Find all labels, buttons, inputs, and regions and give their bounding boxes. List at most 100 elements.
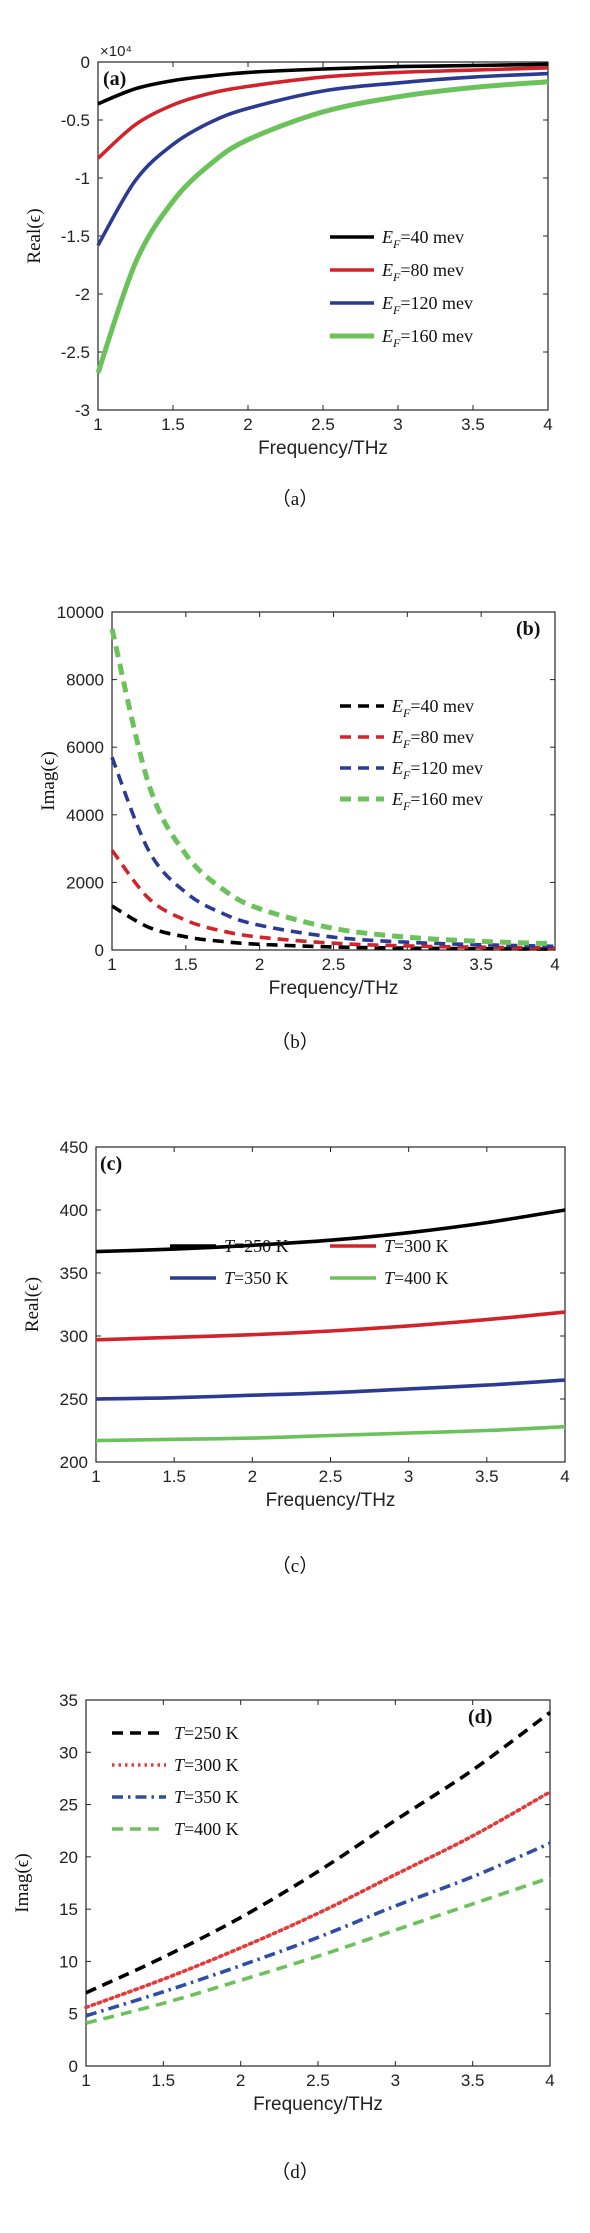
series-line-350k <box>95 1378 566 1401</box>
x-axis-label: Frequency/THz <box>269 978 399 999</box>
legend-symbol: E <box>381 326 393 346</box>
figure-caption: （b） <box>271 1031 319 1053</box>
x-tick-label: 1 <box>81 2071 90 2090</box>
legend-value: =400 K <box>394 1268 449 1288</box>
legend-label: T=300 K <box>174 1755 239 1775</box>
legend-subscript: F <box>402 768 411 782</box>
plot-frame <box>111 611 556 951</box>
x-axis-label: Frequency/THz <box>258 438 388 459</box>
y-tick-label: 4000 <box>66 806 104 825</box>
legend-label: EF=160 mev <box>381 326 473 350</box>
y-tick-label: -1.5 <box>61 227 90 246</box>
y-tick-label: -2 <box>75 285 90 304</box>
legend-label: T=350 K <box>224 1268 289 1288</box>
legend-value: =80 mev <box>400 260 464 280</box>
legend-label: EF=40 mev <box>381 227 464 251</box>
panel-label: (d) <box>468 1706 492 1728</box>
legend-label: EF=80 mev <box>381 260 464 284</box>
x-tick-label: 3 <box>403 955 412 974</box>
y-axis-label: Real(ϵ) <box>22 1277 43 1332</box>
y-tick-label: -0.5 <box>61 111 90 130</box>
legend-value: =250 K <box>234 1236 289 1256</box>
y-tick-label: 300 <box>60 1327 88 1346</box>
y-tick-label: 0 <box>81 53 90 72</box>
x-tick-label: 2 <box>255 955 264 974</box>
y-tick-label: 8000 <box>66 671 104 690</box>
legend-label: EF=160 mev <box>391 789 483 813</box>
x-tick-label: 1.5 <box>161 415 185 434</box>
series-line-400k <box>85 1876 551 2025</box>
x-tick-label: 2 <box>243 415 252 434</box>
series-line-250k <box>95 1208 566 1254</box>
plot-frame <box>95 1146 566 1463</box>
legend-value: =250 K <box>184 1723 239 1743</box>
y-axis-label: Real(ϵ) <box>24 208 45 263</box>
y-tick-label: 30 <box>59 1743 78 1762</box>
legend-symbol: E <box>391 727 403 747</box>
exponent-label: ×10⁴ <box>100 43 132 60</box>
legend-label: T=300 K <box>384 1236 449 1256</box>
plot-frame <box>97 61 549 411</box>
legend-subscript: F <box>392 270 401 284</box>
legend-value: =160 mev <box>400 326 473 346</box>
y-tick-label: 0 <box>69 2057 78 2076</box>
y-tick-label: 20 <box>59 1848 78 1867</box>
x-tick-label: 3 <box>391 2071 400 2090</box>
x-tick-label: 3 <box>393 415 402 434</box>
y-tick-label: -1 <box>75 169 90 188</box>
legend-subscript: F <box>402 706 411 720</box>
x-tick-label: 2.5 <box>306 2071 330 2090</box>
legend-symbol: E <box>381 260 393 280</box>
x-tick-label: 1.5 <box>152 2071 176 2090</box>
legend-value: =300 K <box>394 1236 449 1256</box>
series-line-160mev <box>109 628 556 947</box>
x-tick-label: 2 <box>236 2071 245 2090</box>
y-tick-label: 25 <box>59 1796 78 1815</box>
legend-symbol: T <box>384 1236 396 1256</box>
x-axis-label: Frequency/THz <box>266 1490 396 1511</box>
x-tick-label: 4 <box>545 2071 554 2090</box>
x-tick-label: 1.5 <box>162 1467 186 1486</box>
x-tick-label: 3.5 <box>469 955 493 974</box>
y-axis-label: Imag(ϵ) <box>38 751 59 810</box>
series-line-120mev <box>110 756 556 949</box>
figure-caption: （d） <box>271 2161 319 2183</box>
x-axis-label: Frequency/THz <box>253 2094 383 2115</box>
legend-subscript: F <box>392 237 401 251</box>
legend-symbol: E <box>391 696 403 716</box>
y-tick-label: 10000 <box>57 603 104 622</box>
legend-value: =40 mev <box>410 696 474 716</box>
legend-subscript: F <box>392 303 401 317</box>
chart-panel-a: 1 1.5 2 2.5 3 3.5 4 -3 -2.5 -2 -1.5 -1 -0.5 0 ×10⁴ Freq… <box>24 43 553 510</box>
legend-symbol: T <box>224 1268 236 1288</box>
y-tick-label: 250 <box>60 1390 88 1409</box>
y-tick-label: 6000 <box>66 738 104 757</box>
legend-symbol: T <box>174 1755 186 1775</box>
legend-symbol: T <box>224 1236 236 1256</box>
legend-value: =400 K <box>184 1819 239 1839</box>
legend-label: EF=80 mev <box>391 727 474 751</box>
x-tick-label: 4 <box>543 415 552 434</box>
x-tick-label: 1 <box>91 1467 100 1486</box>
series-line-160mev <box>95 79 549 374</box>
legend-symbol: T <box>174 1723 186 1743</box>
series-line-80mev <box>110 849 556 950</box>
x-tick-label: 1 <box>107 955 116 974</box>
y-tick-label: 35 <box>59 1691 78 1710</box>
x-tick-label: 3 <box>404 1467 413 1486</box>
legend-symbol: T <box>384 1268 396 1288</box>
series-line-300k <box>84 1790 552 2010</box>
legend-label: T=250 K <box>174 1723 239 1743</box>
plot-frame <box>85 1699 551 2067</box>
x-tick-label: 4 <box>550 955 559 974</box>
y-tick-label: 400 <box>60 1201 88 1220</box>
legend-label: T=350 K <box>174 1787 239 1807</box>
legend: T=250 KT=300 KT=350 KT=400 K <box>112 1723 239 1839</box>
legend-label: T=400 K <box>174 1819 239 1839</box>
chart-panel-c: 1 1.5 2 2.5 3 3.5 4 200 250 300 350 400 450 Frequency… <box>22 1138 570 1577</box>
series-line-350k <box>85 1841 551 2018</box>
x-tick-label: 1.5 <box>174 955 198 974</box>
x-tick-label: 3.5 <box>461 2071 485 2090</box>
legend-symbol: T <box>174 1787 186 1807</box>
